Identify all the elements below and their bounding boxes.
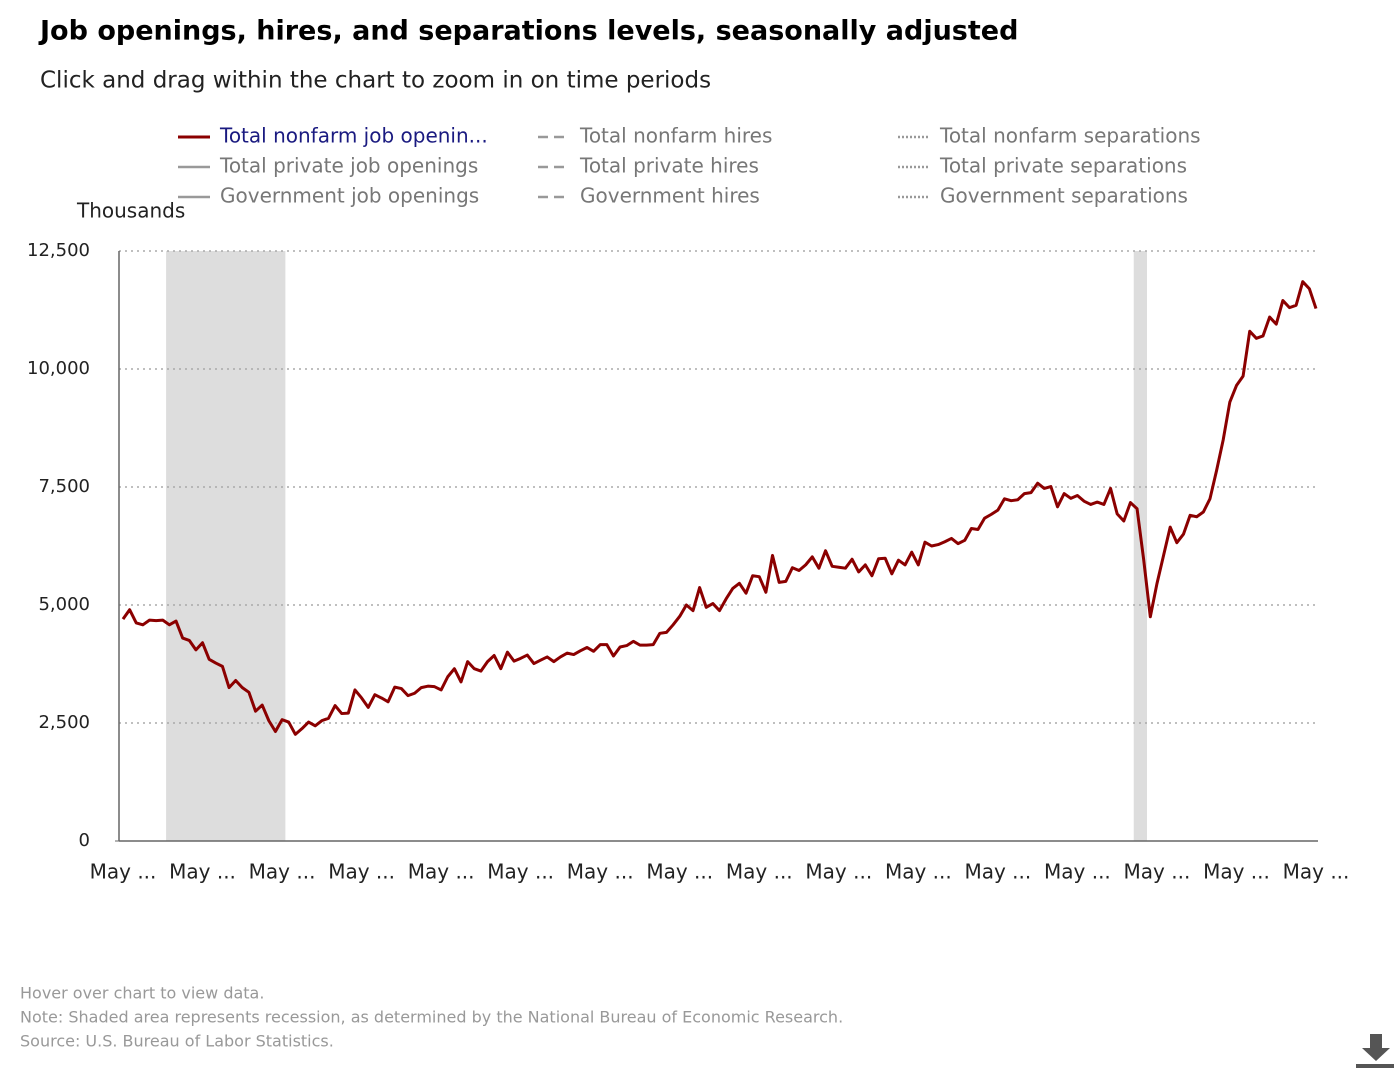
x-tick-label: May ... xyxy=(805,860,872,884)
x-tick-label: May ... xyxy=(249,860,316,884)
x-tick-label: May ... xyxy=(567,860,634,884)
x-tick-label: May ... xyxy=(90,860,157,884)
chart-title: Job openings, hires, and separations lev… xyxy=(38,16,1018,47)
recession-shade xyxy=(166,251,286,841)
legend-item[interactable]: Total nonfarm separations xyxy=(898,124,1201,148)
y-tick-label: 12,500 xyxy=(27,240,90,261)
x-tick-label: May ... xyxy=(1124,860,1191,884)
y-axis-label: Thousands xyxy=(76,199,185,223)
x-tick-label: May ... xyxy=(169,860,236,884)
recession-shade xyxy=(1133,251,1147,841)
legend-label[interactable]: Government job openings xyxy=(220,184,479,208)
legend-label[interactable]: Government hires xyxy=(580,184,760,208)
x-tick-label: May ... xyxy=(408,860,475,884)
download-base xyxy=(1356,1064,1394,1068)
legend-item[interactable]: Total private separations xyxy=(898,154,1187,178)
legend-item[interactable]: Government hires xyxy=(538,184,760,208)
download-button[interactable] xyxy=(1354,1030,1394,1070)
legend-label[interactable]: Total nonfarm hires xyxy=(579,124,772,148)
y-tick-label: 2,500 xyxy=(38,712,90,733)
x-tick-label: May ... xyxy=(328,860,395,884)
x-tick-label: May ... xyxy=(1283,860,1350,884)
x-tick-label: May ... xyxy=(964,860,1031,884)
legend-item[interactable]: Total nonfarm job openin... xyxy=(178,124,488,148)
legend-item[interactable]: Government separations xyxy=(898,184,1188,208)
legend-item[interactable]: Total nonfarm hires xyxy=(538,124,772,148)
y-tick-label: 10,000 xyxy=(27,358,90,379)
legend-label[interactable]: Total nonfarm job openin... xyxy=(219,124,488,148)
legend-label[interactable]: Total private hires xyxy=(579,154,759,178)
legend-label[interactable]: Total private separations xyxy=(939,154,1187,178)
legend-item[interactable]: Total private hires xyxy=(538,154,759,178)
download-arrow xyxy=(1362,1034,1390,1061)
note: Note: Shaded area represents recession, … xyxy=(20,1008,843,1027)
x-tick-label: May ... xyxy=(1044,860,1111,884)
x-tick-label: May ... xyxy=(1203,860,1270,884)
x-tick-label: May ... xyxy=(885,860,952,884)
x-tick-label: May ... xyxy=(646,860,713,884)
note: Source: U.S. Bureau of Labor Statistics. xyxy=(20,1032,334,1051)
y-tick-label: 7,500 xyxy=(38,476,90,497)
y-tick-label: 0 xyxy=(79,830,90,851)
x-tick-label: May ... xyxy=(726,860,793,884)
legend-label[interactable]: Total private job openings xyxy=(219,154,478,178)
chart-subtitle: Click and drag within the chart to zoom … xyxy=(40,68,711,94)
y-tick-label: 5,000 xyxy=(38,594,90,615)
note: Hover over chart to view data. xyxy=(20,984,264,1003)
legend-item[interactable]: Government job openings xyxy=(178,184,479,208)
legend-label[interactable]: Government separations xyxy=(940,184,1188,208)
legend-item[interactable]: Total private job openings xyxy=(178,154,478,178)
x-tick-label: May ... xyxy=(487,860,554,884)
legend-label[interactable]: Total nonfarm separations xyxy=(939,124,1201,148)
data-line xyxy=(121,280,1318,736)
